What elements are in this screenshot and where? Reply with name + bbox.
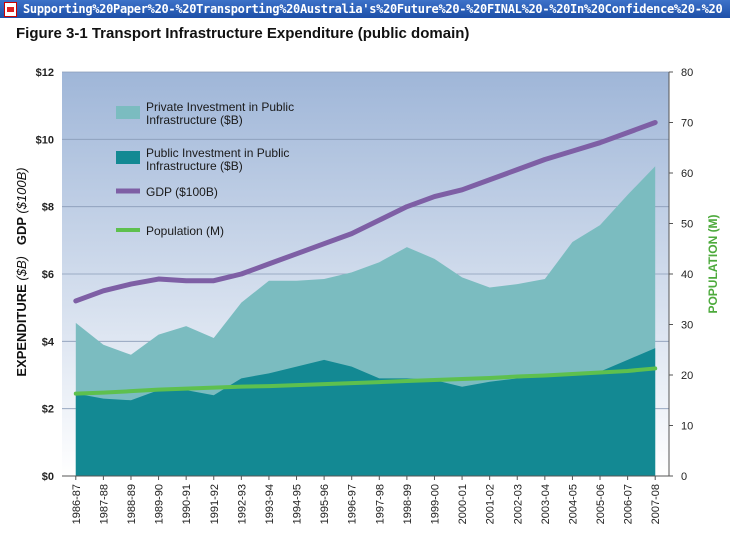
y-left-title-gdp: GDP (14, 214, 29, 256)
y-left-tick-label: $4 (42, 336, 55, 348)
x-tick-label: 1997-98 (374, 484, 386, 524)
y-right-tick-label: 50 (681, 219, 693, 231)
legend-swatch-private (116, 106, 140, 119)
pdf-document-icon (4, 1, 17, 17)
y-right-tick-label: 60 (681, 168, 693, 180)
public-investment-area (75, 348, 656, 476)
x-tick-label: 2005-06 (595, 484, 607, 524)
y-left-tick-label: $2 (42, 404, 54, 416)
legend-label-gdp: GDP ($100B) (146, 185, 218, 199)
y-left-tick-label: $8 (42, 202, 54, 214)
y-left-tick-label: $12 (36, 67, 54, 79)
y-left-tick-label: $0 (42, 471, 54, 483)
window-title: Supporting%20Paper%20-%20Transporting%20… (23, 2, 723, 16)
series-layer (73, 120, 658, 476)
figure-title: Figure 3-1 Transport Infrastructure Expe… (16, 25, 470, 42)
y-right-tick-label: 20 (681, 370, 693, 382)
y-left-tick-label: $6 (42, 269, 54, 281)
legend-label-population: Population (M) (146, 224, 224, 238)
x-tick-label: 2000-01 (457, 484, 469, 524)
axes: $0 $2 $4 $6 $8 $10 $12 0 10 20 30 40 50 60 70 80 1986-87… (36, 67, 694, 524)
x-tick-label: 2003-04 (540, 484, 552, 524)
y-right-tick-label: 80 (681, 67, 693, 79)
y-right-tick-label: 30 (681, 320, 693, 332)
y-right-tick-label: 70 (681, 118, 693, 130)
y-left-title-expenditure-unit: ($B) (14, 256, 29, 281)
y-right-axis-title: POPULATION (M) (706, 214, 720, 313)
x-tick-label: 1993-94 (264, 484, 276, 524)
x-tick-label: 1999-00 (429, 484, 441, 524)
legend: Private Investment in Public Infrastructu… (116, 100, 294, 238)
window-titlebar: Supporting%20Paper%20-%20Transporting%20… (0, 0, 730, 18)
x-tick-label: 1994-95 (292, 484, 304, 524)
x-tick-label: 1989-90 (154, 484, 166, 524)
x-tick-label: 1990-91 (181, 484, 193, 524)
legend-swatch-public (116, 151, 140, 164)
x-tick-label: 1988-89 (126, 484, 138, 524)
y-right-tick-label: 0 (681, 471, 687, 483)
x-tick-label: 1998-99 (402, 484, 414, 524)
y-right-tick-label: 40 (681, 269, 693, 281)
x-tick-label: 2007-08 (650, 484, 662, 524)
x-tick-label: 2006-07 (623, 484, 635, 524)
legend-label-private: Private Investment in Public Infrastructu… (146, 100, 294, 127)
y-left-title-gdp-unit: ($100B) (14, 167, 29, 213)
x-tick-label: 2004-05 (567, 484, 579, 524)
x-tick-label: 1987-88 (98, 484, 110, 524)
y-right-tick-label: 10 (681, 421, 693, 433)
y-left-axis-title: EXPENDITURE ($B) GDP ($100B) (14, 167, 29, 376)
axis-titles: EXPENDITURE ($B) GDP ($100B) POPULATION (… (14, 167, 720, 376)
population-line (73, 366, 658, 396)
legend-label-public: Public Investment in Public Infrastructur… (146, 146, 289, 173)
x-tick-label: 1992-93 (236, 484, 248, 524)
x-tick-label: 2001-02 (485, 484, 497, 524)
x-tick-label: 1986-87 (71, 484, 83, 524)
gdp-line (73, 120, 658, 304)
x-tick-label: 1996-97 (347, 484, 359, 524)
x-tick-label: 2002-03 (512, 484, 524, 524)
x-tick-label: 1995-96 (319, 484, 331, 524)
y-left-tick-label: $10 (36, 134, 54, 146)
x-tick-label: 1991-92 (209, 484, 221, 524)
y-left-title-expenditure: EXPENDITURE (14, 281, 29, 377)
